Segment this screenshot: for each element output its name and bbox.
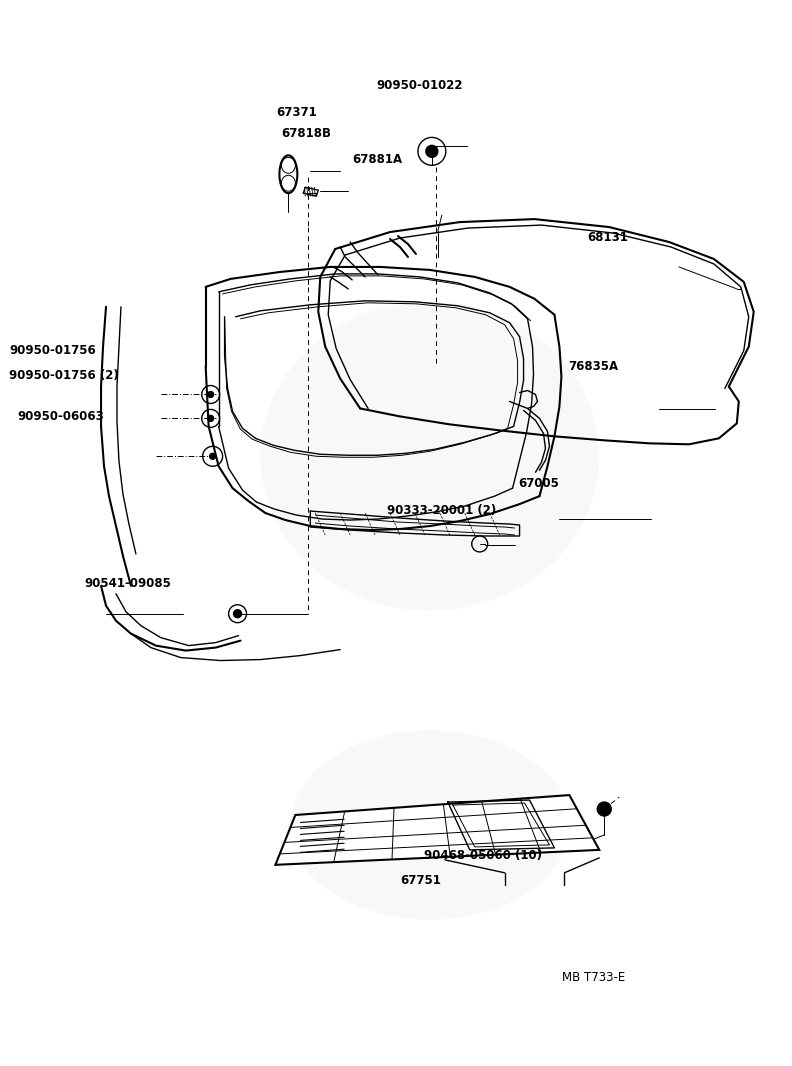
Text: 90950-01756 (2): 90950-01756 (2) (10, 369, 119, 383)
Ellipse shape (291, 730, 569, 920)
Circle shape (210, 453, 215, 459)
Circle shape (426, 145, 438, 158)
Circle shape (234, 610, 242, 617)
Text: 67005: 67005 (518, 477, 559, 489)
Polygon shape (276, 795, 600, 865)
Text: MB T733-E: MB T733-E (562, 970, 625, 984)
Circle shape (597, 802, 611, 815)
Text: 67371: 67371 (276, 106, 317, 118)
Text: 90333-20001 (2): 90333-20001 (2) (386, 504, 496, 517)
Circle shape (208, 416, 214, 421)
Ellipse shape (261, 302, 600, 611)
Text: 67881A: 67881A (352, 152, 402, 165)
Text: 90950-01756: 90950-01756 (10, 344, 96, 357)
Text: 68131: 68131 (587, 231, 628, 244)
Text: 90950-01022: 90950-01022 (376, 79, 463, 93)
Circle shape (208, 391, 214, 398)
Text: 76835A: 76835A (568, 359, 619, 373)
Text: 90468-05060 (10): 90468-05060 (10) (424, 850, 542, 862)
Text: 67818B: 67818B (282, 127, 332, 140)
Text: 90950-06063: 90950-06063 (17, 409, 104, 422)
Text: 67751: 67751 (400, 874, 441, 887)
Text: 90541-09085: 90541-09085 (84, 578, 171, 591)
